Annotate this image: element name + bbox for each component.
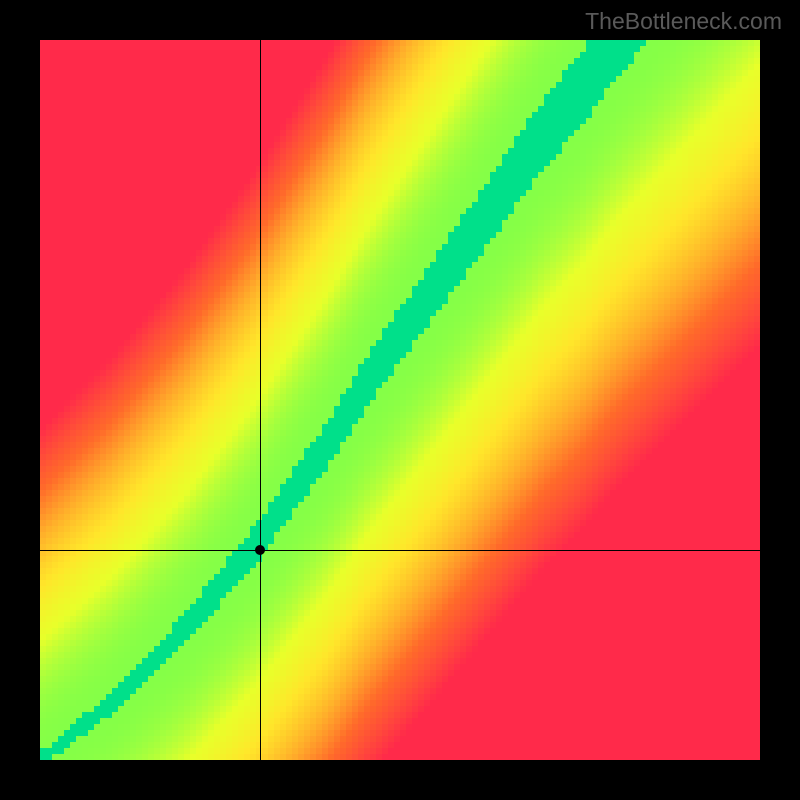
crosshair-horizontal [40,550,760,551]
heatmap-canvas [40,40,760,760]
crosshair-vertical [260,40,261,760]
watermark-text: TheBottleneck.com [585,8,782,35]
bottleneck-heatmap [40,40,760,760]
data-point-marker [255,545,265,555]
